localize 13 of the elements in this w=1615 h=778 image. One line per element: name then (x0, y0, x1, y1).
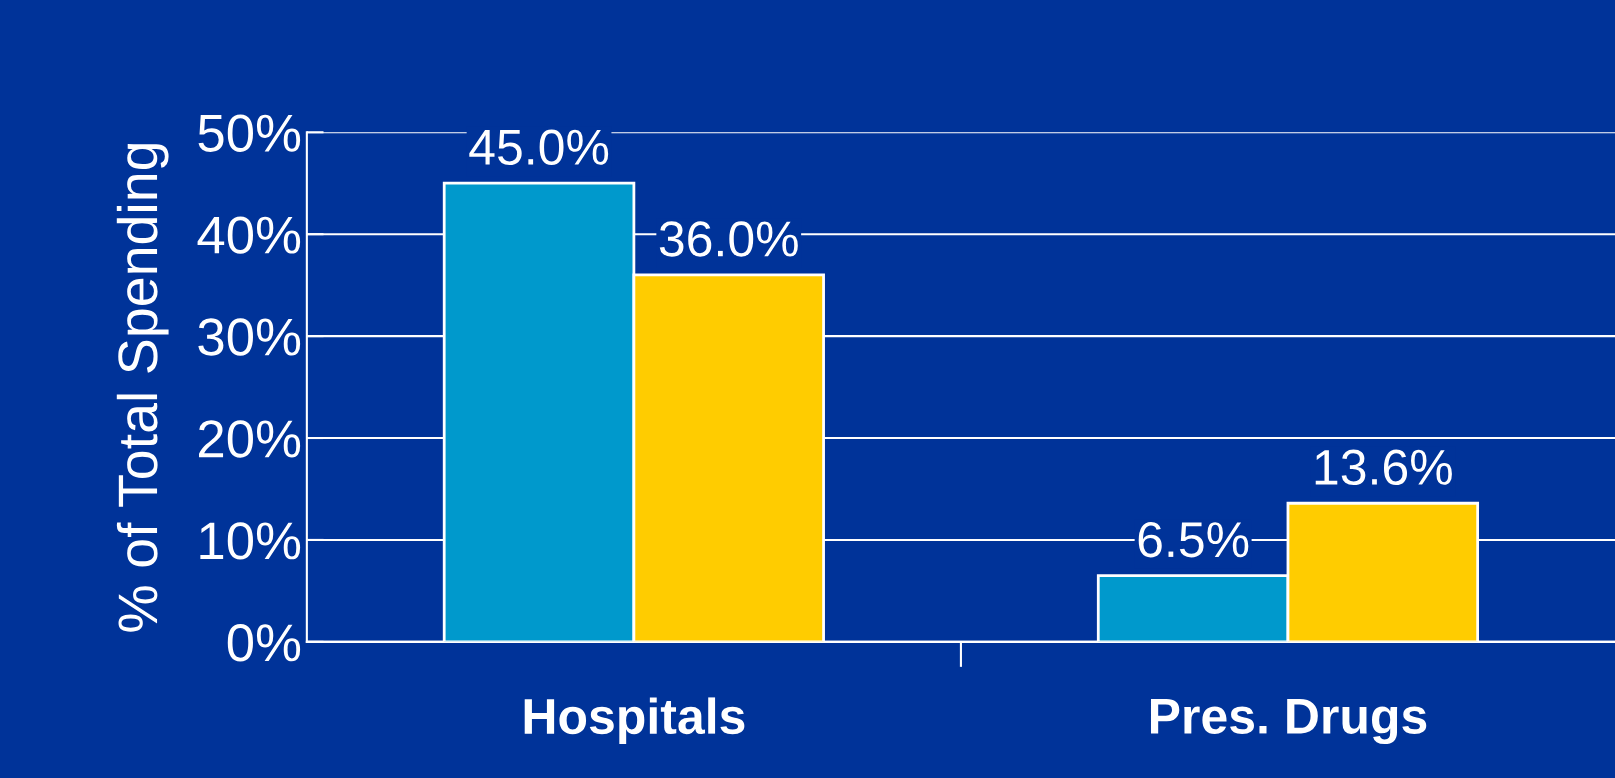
data-label: 6.5% (1138, 521, 1249, 558)
data-label: 13.6% (1315, 449, 1452, 486)
data-label: 36.0% (659, 221, 798, 257)
data-label: 45.0% (469, 129, 609, 165)
y-tick-label: 0% (227, 624, 301, 662)
y-axis-title: % of Total Spending (116, 144, 169, 632)
y-tick-label: 30% (198, 318, 301, 356)
x-tick-label: Hospitals (524, 697, 745, 745)
y-tick-label: 40% (197, 216, 301, 254)
x-tick-label: Pres. Drugs (1150, 699, 1427, 745)
y-tick-label: 20% (199, 420, 301, 458)
y-tick-label: 50% (198, 114, 301, 152)
y-tick-label: 10% (200, 522, 301, 560)
